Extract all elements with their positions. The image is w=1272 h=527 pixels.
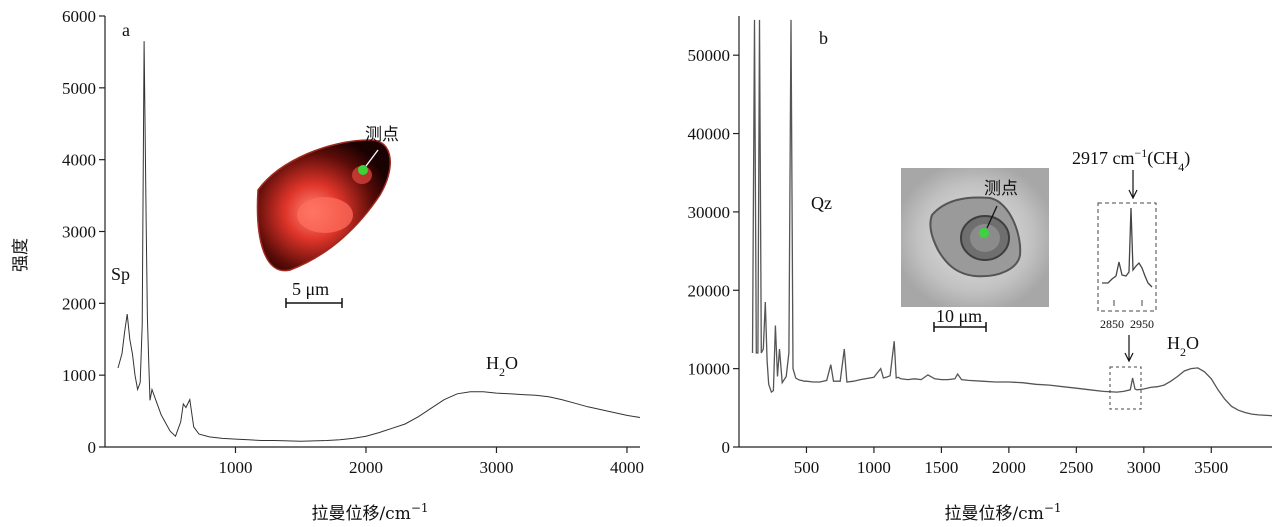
panel-b-ytick-label: 10000 (688, 360, 731, 379)
panel-b-ticks: 0 10000 20000 30000 40000 50000 500 1000 1500 200… (688, 46, 1229, 477)
panel-a-xtick-label: 4000 (610, 458, 644, 477)
panel-a-ytick-label: 6000 (62, 7, 96, 26)
panel-b-axes (738, 16, 1272, 448)
panel-a-peak-h2o-label: H2O (486, 353, 518, 379)
panel-a-peak-sp-label: Sp (111, 264, 130, 284)
panel-a-inclusion-inset: 测点 5 μm (256, 125, 399, 308)
panel-a-ytick-label: 3000 (62, 223, 96, 242)
panel-b-xtick-label: 500 (794, 458, 820, 477)
panel-b-ch4-inset-tick-right: 2950 (1130, 317, 1154, 331)
panel-b-ch4-zoom-inset: 2917 cm−1(CH4) 2850 2950 (1072, 146, 1190, 410)
panel-a-measure-point (358, 165, 368, 175)
panel-b-measure-point (979, 228, 989, 238)
panel-b-scale-bar-label: 10 μm (936, 306, 982, 326)
panel-a-ytick-label: 1000 (62, 366, 96, 385)
panel-b-letter: b (819, 28, 828, 48)
panel-b-xtick-label: 3000 (1127, 458, 1161, 477)
panel-a-xtick-label: 2000 (349, 458, 383, 477)
panel-b: 0 10000 20000 30000 40000 50000 500 1000 1500 200… (688, 16, 1272, 524)
panel-b-xtick-label: 1500 (924, 458, 958, 477)
panel-a-ytick-label: 5000 (62, 79, 96, 98)
panel-b-xtick-label: 2000 (992, 458, 1026, 477)
panel-a-ytick-label: 0 (88, 438, 97, 457)
panel-a-ytick-label: 2000 (62, 294, 96, 313)
panel-b-xlabel: 拉曼位移/cm−1 (944, 501, 1061, 524)
panel-b-inset-point-label: 测点 (984, 179, 1018, 199)
panel-b-xtick-label: 3500 (1194, 458, 1228, 477)
panel-a-xtick-label: 1000 (218, 458, 252, 477)
panel-a-xtick-label: 3000 (479, 458, 513, 477)
panel-b-xtick-label: 2500 (1059, 458, 1093, 477)
panel-b-ch4-inset-tick-left: 2850 (1100, 317, 1124, 331)
panel-b-ytick-label: 0 (722, 438, 731, 457)
panel-a-axes (104, 16, 640, 448)
panel-b-peak-h2o-label: H2O (1167, 333, 1199, 359)
panel-b-ytick-label: 20000 (688, 281, 731, 300)
panel-b-inclusion-inset: 测点 10 μm (901, 168, 1049, 332)
panel-a-ylabel: 强度 (11, 238, 31, 272)
panel-a-ytick-label: 4000 (62, 151, 96, 170)
panel-b-spectrum-line (751, 19, 1272, 417)
panel-a-spectrum-line (117, 41, 641, 442)
panel-a-ticks: 0 1000 2000 3000 4000 5000 6000 1000 2000 3000 400… (62, 7, 644, 477)
panel-b-ch4-label: 2917 cm−1(CH4) (1072, 146, 1190, 174)
panel-a-letter: a (122, 20, 130, 40)
panel-b-ytick-label: 30000 (688, 203, 731, 222)
panel-b-peak-qz-label: Qz (811, 193, 832, 213)
panel-b-xtick-label: 1000 (857, 458, 891, 477)
panel-b-ytick-label: 50000 (688, 46, 731, 65)
panel-a-xlabel: 拉曼位移/cm−1 (311, 501, 428, 524)
panel-b-ytick-label: 40000 (688, 125, 731, 144)
panel-a: 0 1000 2000 3000 4000 5000 6000 1000 2000 3000 400… (11, 7, 644, 524)
panel-a-inset-point-label: 测点 (365, 125, 399, 145)
panel-a-scale-bar-label: 5 μm (292, 279, 329, 299)
